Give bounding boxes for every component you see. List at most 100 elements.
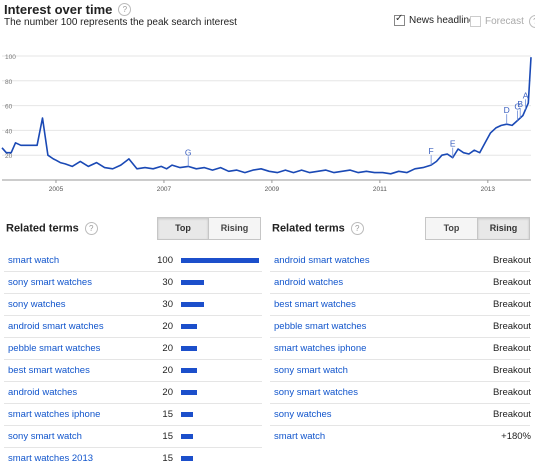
news-marker-label: B xyxy=(517,99,523,109)
related-term-bar xyxy=(181,346,197,351)
chart-plot-area xyxy=(2,56,531,180)
related-right-tabs: Top Rising xyxy=(425,217,530,240)
row-divider xyxy=(270,425,530,426)
related-terms-left-title: Related terms xyxy=(6,222,79,235)
related-term-value: Breakout xyxy=(492,365,531,376)
related-term-link[interactable]: sony watches xyxy=(274,409,332,420)
related-term-link[interactable]: sony watches xyxy=(8,299,66,310)
related-term-link[interactable]: smart watch xyxy=(8,255,60,266)
related-term-link[interactable]: smart watches iphone xyxy=(8,409,101,420)
news-marker-label: G xyxy=(185,147,192,157)
news-marker-label: F xyxy=(429,146,434,156)
forecast-label: Forecast xyxy=(485,16,524,27)
row-divider xyxy=(4,425,262,426)
related-left-row: sony watches 30 xyxy=(0,294,265,315)
related-left-row: smart watch 100 xyxy=(0,250,265,271)
row-divider xyxy=(270,381,530,382)
related-right-help-icon[interactable]: ? xyxy=(350,222,364,235)
related-term-bar xyxy=(181,280,205,285)
related-left-help-icon[interactable]: ? xyxy=(84,222,98,235)
related-term-link[interactable]: smart watch xyxy=(274,431,326,442)
forecast-toggle: Forecast ? xyxy=(470,15,535,28)
related-term-bar xyxy=(181,456,193,461)
related-term-bar xyxy=(181,368,197,373)
related-term-value: 20 xyxy=(162,365,173,376)
row-divider xyxy=(4,337,262,338)
related-term-link[interactable]: android smart watches xyxy=(274,255,370,266)
related-term-link[interactable]: sony smart watches xyxy=(8,277,92,288)
related-term-value: +180% xyxy=(501,431,531,442)
related-left-row: pebble smart watches 20 xyxy=(0,338,265,359)
help-icon[interactable]: ? xyxy=(118,3,132,17)
news-headlines-toggle[interactable]: News headlines xyxy=(394,13,480,26)
related-left-row: android smart watches 20 xyxy=(0,316,265,337)
related-term-link[interactable]: sony smart watches xyxy=(274,387,358,398)
tab-top-left[interactable]: Top xyxy=(158,218,208,239)
chart-y-tick-label: 60 xyxy=(5,104,13,111)
row-divider xyxy=(270,293,530,294)
related-left-row: sony smart watches 30 xyxy=(0,272,265,293)
chart-x-tick-label: 2013 xyxy=(481,186,496,193)
related-term-link[interactable]: android smart watches xyxy=(8,321,104,332)
news-marker-label: A xyxy=(523,90,529,100)
forecast-checkbox xyxy=(470,16,481,27)
row-divider xyxy=(4,315,262,316)
tab-rising-left[interactable]: Rising xyxy=(208,218,260,239)
related-term-link[interactable]: android watches xyxy=(8,387,78,398)
related-right-row: sony smart watches Breakout xyxy=(268,382,533,403)
related-term-link[interactable]: best smart watches xyxy=(8,365,90,376)
related-term-value: 15 xyxy=(162,431,173,442)
related-term-value: 30 xyxy=(162,277,173,288)
related-term-value: 100 xyxy=(157,255,173,266)
related-term-bar xyxy=(181,412,193,417)
related-right-row: sony smart watch Breakout xyxy=(268,360,533,381)
related-term-value: Breakout xyxy=(492,343,531,354)
related-left-tabs: Top Rising xyxy=(157,217,261,240)
related-term-bar xyxy=(181,324,197,329)
related-terms-right-header: Related terms? xyxy=(272,222,364,235)
chart-x-tick-label: 2009 xyxy=(265,186,280,193)
chart-y-tick-label: 20 xyxy=(5,153,13,160)
news-marker-label: E xyxy=(450,139,456,149)
forecast-help-icon[interactable]: ? xyxy=(528,15,535,28)
related-term-link[interactable]: pebble smart watches xyxy=(274,321,367,332)
related-term-bar xyxy=(181,302,205,307)
related-term-link[interactable]: best smart watches xyxy=(274,299,356,310)
related-right-row: pebble smart watches Breakout xyxy=(268,316,533,337)
chart-x-tick-label: 2007 xyxy=(157,186,172,193)
row-divider xyxy=(4,447,262,448)
related-term-value: 20 xyxy=(162,387,173,398)
related-term-link[interactable]: sony smart watch xyxy=(8,431,82,442)
tab-top-right[interactable]: Top xyxy=(426,218,477,239)
related-term-value: Breakout xyxy=(492,409,531,420)
related-term-bar xyxy=(181,258,259,263)
related-term-link[interactable]: smart watches 2013 xyxy=(8,453,94,464)
news-marker-label: C xyxy=(514,101,520,111)
related-term-link[interactable]: pebble smart watches xyxy=(8,343,101,354)
related-term-value: 15 xyxy=(162,409,173,420)
news-headlines-label: News headlines xyxy=(409,15,480,26)
related-left-row: best smart watches 20 xyxy=(0,360,265,381)
related-term-link[interactable]: android watches xyxy=(274,277,344,288)
related-term-value: Breakout xyxy=(492,321,531,332)
related-left-row: sony smart watch 15 xyxy=(0,426,265,447)
row-divider xyxy=(270,337,530,338)
chart-y-tick-label: 80 xyxy=(5,79,13,86)
related-left-row: smart watches 2013 15 xyxy=(0,448,265,469)
related-right-row: android smart watches Breakout xyxy=(268,250,533,271)
related-term-link[interactable]: sony smart watch xyxy=(274,365,348,376)
related-term-bar xyxy=(181,434,193,439)
row-divider xyxy=(270,271,530,272)
interest-title: Interest over time xyxy=(4,2,113,17)
related-term-value: Breakout xyxy=(492,387,531,398)
related-terms-left-header: Related terms? xyxy=(6,222,98,235)
row-divider xyxy=(4,403,262,404)
related-term-value: 20 xyxy=(162,343,173,354)
related-term-link[interactable]: smart watches iphone xyxy=(274,343,367,354)
related-right-row: sony watches Breakout xyxy=(268,404,533,425)
row-divider xyxy=(4,271,262,272)
tab-rising-right[interactable]: Rising xyxy=(477,218,529,239)
row-divider xyxy=(270,359,530,360)
news-headlines-checkbox[interactable] xyxy=(394,13,405,26)
related-term-bar xyxy=(181,390,197,395)
